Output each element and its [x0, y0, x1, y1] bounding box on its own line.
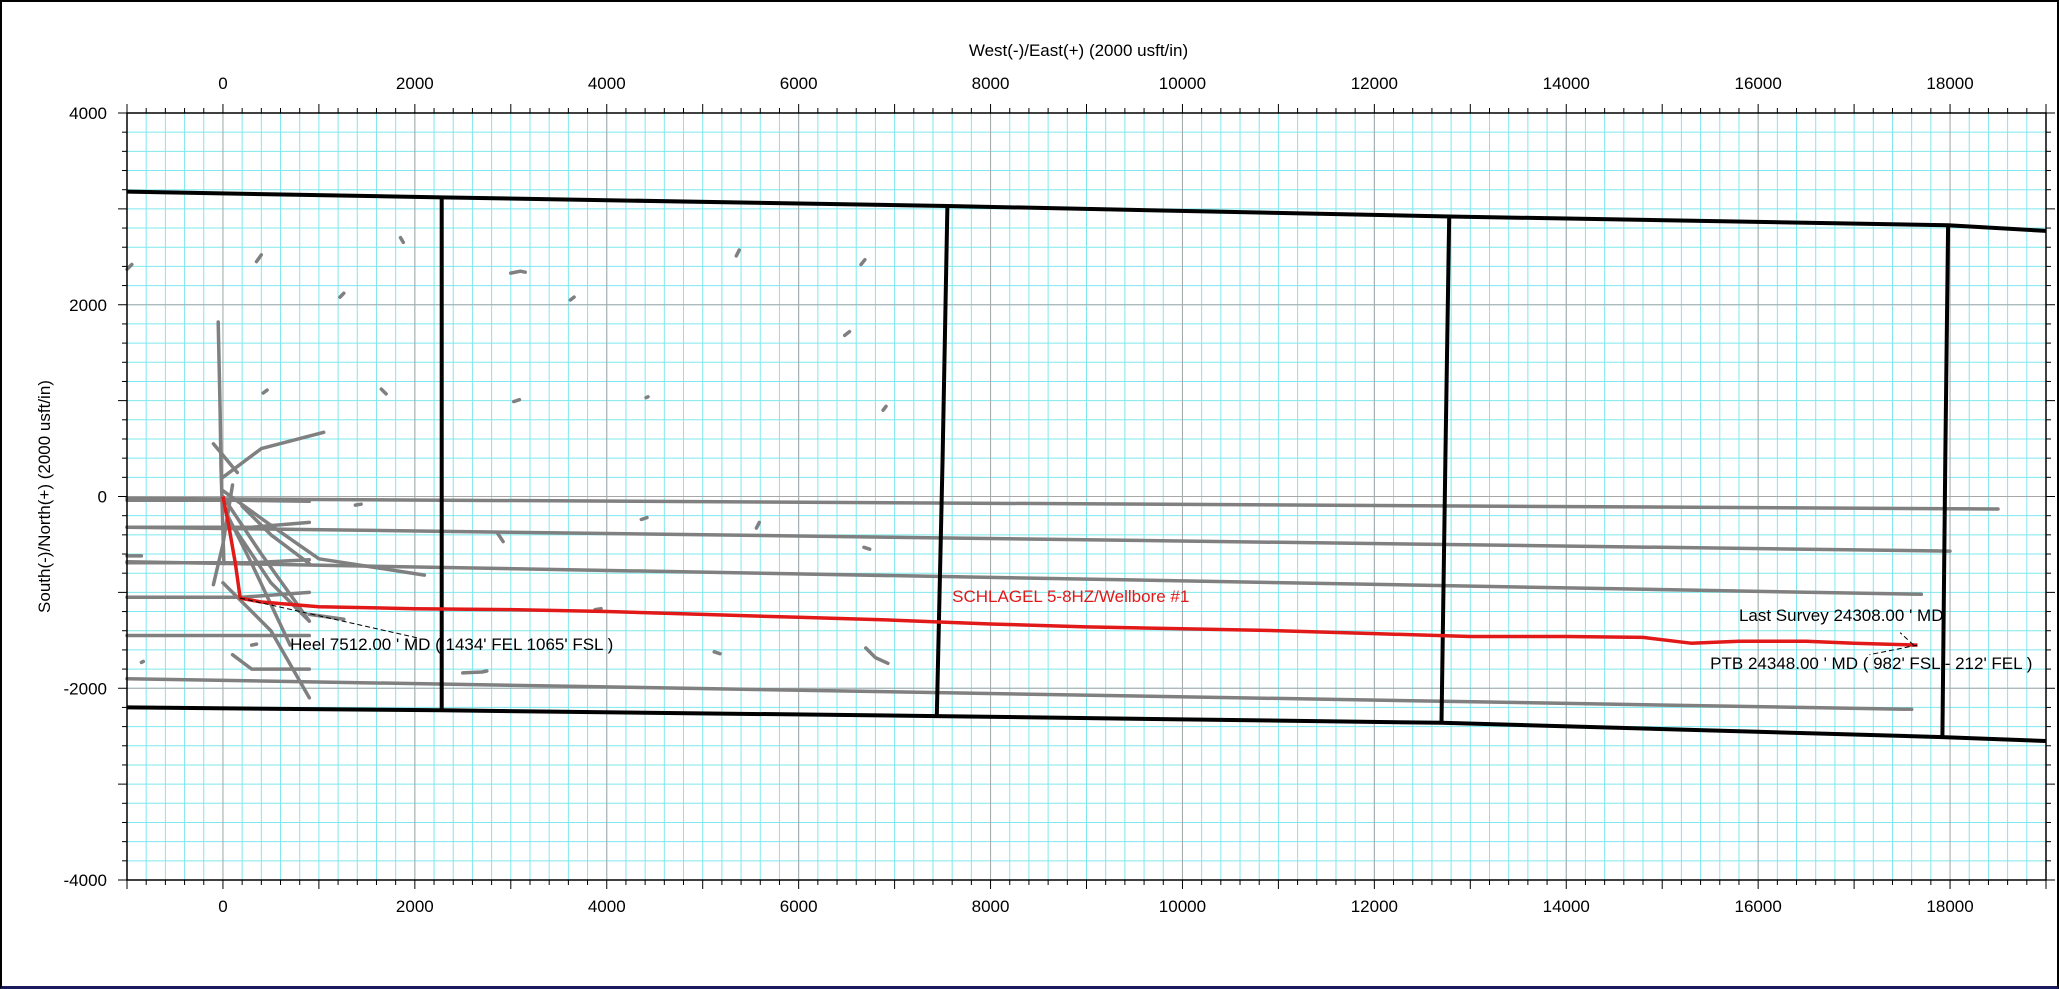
- offset-well-path: [125, 676, 1914, 712]
- section-line: [934, 205, 950, 717]
- y-tick-label: -2000: [64, 679, 107, 698]
- x-tick-label-bottom: 18000: [1926, 897, 1973, 916]
- last-survey-leader-line: [1899, 632, 1914, 646]
- x-tick-label-top: 4000: [588, 74, 626, 93]
- offset-well-path: [216, 320, 226, 566]
- offset-well-path: [379, 387, 388, 396]
- axis-ticks: [118, 104, 2055, 889]
- ptb-leader-line: [1869, 644, 1918, 656]
- offset-well-path: [230, 652, 312, 671]
- offset-well-path: [353, 502, 363, 507]
- plot-area-border: [126, 112, 2047, 881]
- offset-well-path: [221, 488, 427, 577]
- offset-well-path: [125, 525, 1952, 553]
- offset-well-path: [221, 494, 312, 623]
- section-line: [1940, 225, 1951, 738]
- x-tick-label-top: 14000: [1543, 74, 1590, 93]
- annotation-leaders: [240, 597, 1918, 656]
- offset-well-path: [495, 531, 505, 544]
- offset-well-path: [593, 606, 603, 612]
- x-tick-label-top: 2000: [396, 74, 434, 93]
- x-tick-label-top: 10000: [1159, 74, 1206, 93]
- x-tick-label-top: 8000: [972, 74, 1010, 93]
- wellbore-layer: [221, 496, 1918, 647]
- section-line: [126, 189, 2047, 233]
- offset-well-path: [712, 650, 722, 656]
- x-tick-label-top: 16000: [1735, 74, 1782, 93]
- x-tick-label-bottom: 14000: [1543, 897, 1590, 916]
- offset-well-path: [859, 257, 867, 267]
- x-tick-label-bottom: 4000: [588, 897, 626, 916]
- x-tick-label-top: 0: [218, 74, 227, 93]
- x-tick-label-top: 12000: [1351, 74, 1398, 93]
- offset-well-path: [754, 520, 762, 530]
- offset-well-path: [125, 496, 2000, 511]
- x-tick-label-bottom: 12000: [1351, 897, 1398, 916]
- section-line: [1439, 216, 1452, 723]
- x-tick-label-bottom: 2000: [396, 897, 434, 916]
- heel-annotation: Heel 7512.00 ' MD ( 1434' FEL 1065' FSL …: [290, 635, 613, 654]
- offset-well-path: [881, 404, 888, 412]
- offset-well-path: [509, 269, 527, 275]
- offset-well-path: [254, 253, 264, 264]
- offset-well-path: [221, 430, 326, 480]
- y-axis-label: South(-)/North(+) (2000 usft/in): [35, 380, 54, 613]
- x-tick-label-bottom: 10000: [1159, 897, 1206, 916]
- heel-leader-line: [240, 597, 420, 639]
- ptb-annotation: PTB 24348.00 ' MD ( 982' FSL - 212' FEL …: [1710, 654, 2032, 673]
- x-tick-label-top: 18000: [1926, 74, 1973, 93]
- offset-well-path: [461, 669, 489, 675]
- offset-well-path: [568, 295, 576, 302]
- x-tick-label-top: 6000: [780, 74, 818, 93]
- offset-well-path: [240, 504, 312, 566]
- offset-well-path: [864, 646, 890, 666]
- offset-well-path: [639, 515, 649, 522]
- section-line: [126, 705, 2047, 743]
- offset-well-path: [125, 498, 312, 504]
- x-tick-label-bottom: 6000: [780, 897, 818, 916]
- offset-well-path: [862, 545, 872, 551]
- y-tick-label: 2000: [69, 296, 107, 315]
- offset-well-path: [842, 329, 852, 338]
- offset-well-path: [644, 395, 650, 400]
- offset-well-path: [338, 291, 346, 299]
- wellbore-path: [221, 496, 1918, 647]
- offset-well-path: [734, 248, 741, 258]
- last-survey-annotation: Last Survey 24308.00 ' MD: [1739, 606, 1944, 625]
- tick-labels: 0 0 2000 2000 4000 4000 6000 6000 8000 8000 10000 1…: [64, 74, 1974, 916]
- offset-well-path: [125, 520, 312, 529]
- offset-wells: [125, 235, 2000, 712]
- x-axis-label: West(-)/East(+) (2000 usft/in): [969, 41, 1188, 60]
- y-tick-label: -4000: [64, 871, 107, 890]
- offset-well-path: [261, 388, 269, 395]
- offset-well-path: [139, 659, 146, 665]
- offset-well-path: [249, 642, 259, 647]
- offset-well-path: [511, 397, 522, 404]
- x-tick-label-bottom: 8000: [972, 897, 1010, 916]
- offset-well-path: [230, 523, 312, 623]
- offset-well-path: [211, 442, 240, 475]
- offset-well-path: [398, 235, 406, 245]
- wellbore-label: SCHLAGEL 5-8HZ/Wellbore #1: [952, 587, 1189, 606]
- y-tick-label: 4000: [69, 104, 107, 123]
- offset-well-path: [125, 262, 134, 272]
- y-tick-label: 0: [98, 488, 107, 507]
- x-tick-label-bottom: 16000: [1735, 897, 1782, 916]
- x-tick-label-bottom: 0: [218, 897, 227, 916]
- offset-well-path: [125, 559, 1924, 597]
- section-lines: [126, 189, 2047, 743]
